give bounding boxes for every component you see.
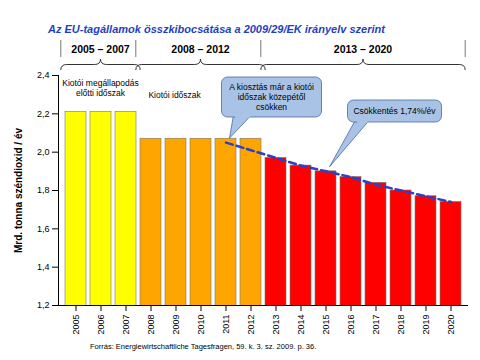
svg-text:2012: 2012	[246, 315, 256, 335]
svg-text:2019: 2019	[421, 315, 431, 335]
svg-text:2005 – 2007: 2005 – 2007	[71, 43, 130, 55]
svg-text:2,2: 2,2	[37, 109, 50, 119]
svg-text:2006: 2006	[96, 315, 106, 335]
svg-text:2008 – 2012: 2008 – 2012	[171, 43, 230, 55]
svg-text:2016: 2016	[346, 315, 356, 335]
svg-text:2,4: 2,4	[37, 70, 50, 80]
svg-text:2015: 2015	[321, 315, 331, 335]
svg-text:1,2: 1,2	[37, 300, 50, 310]
html-text:Kiotói megállapodás előtti idő: Kiotói megállapodás előtti időszak	[62, 78, 139, 98]
svg-text:2005: 2005	[71, 315, 81, 335]
svg-text:2013: 2013	[271, 315, 281, 335]
svg-text:1,4: 1,4	[37, 262, 50, 272]
svg-text:2008: 2008	[146, 315, 156, 335]
html-text:Kiotói időszak: Kiotói időszak	[148, 90, 201, 100]
svg-text:2009: 2009	[171, 315, 181, 335]
svg-text:2013 – 2020: 2013 – 2020	[334, 43, 393, 55]
svg-text:2,0: 2,0	[37, 147, 50, 157]
html-text:A kiosztás már a kiotói idősza: A kiosztás már a kiotói időszak közepétő…	[229, 82, 314, 112]
svg-text:Forrás: Energiewirtschaftliche: Forrás: Energiewirtschaftliche Tagesfrag…	[90, 342, 316, 351]
svg-text:2014: 2014	[296, 315, 306, 335]
svg-text:2020: 2020	[446, 315, 456, 335]
svg-text:2007: 2007	[121, 315, 131, 335]
svg-text:2010: 2010	[196, 315, 206, 335]
svg-text:2018: 2018	[396, 315, 406, 335]
svg-text:2017: 2017	[371, 315, 381, 335]
svg-text:Az EU-tagállamok összkibocsátá: Az EU-tagállamok összkibocsátása a 2009/…	[47, 23, 386, 35]
svg-text:1,6: 1,6	[37, 224, 50, 234]
svg-text:2011: 2011	[221, 315, 231, 334]
html-text:Csökkentés 1,74%/év: Csökkentés 1,74%/év	[353, 106, 436, 116]
svg-text:1,8: 1,8	[37, 185, 50, 195]
svg-text:Mrd. tonna széndioxid / év: Mrd. tonna széndioxid / év	[13, 128, 24, 253]
